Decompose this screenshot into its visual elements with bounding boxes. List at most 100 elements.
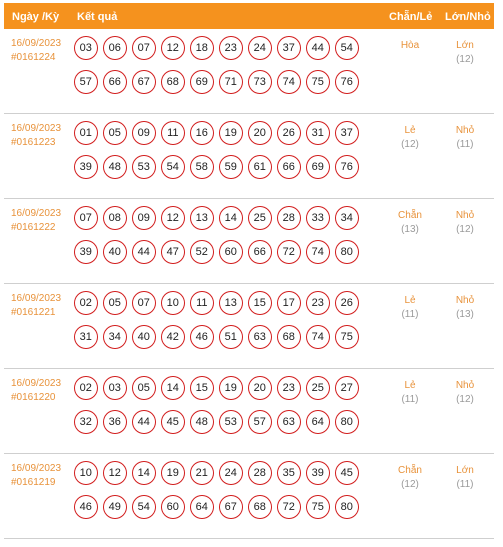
big-small-result: Nhỏ (12) [440,379,490,407]
number-ball: 47 [161,240,185,264]
number-ball: 57 [74,70,98,94]
number-ball: 28 [277,206,301,230]
number-ball: 09 [132,206,156,230]
number-ball: 46 [190,325,214,349]
table-row: 16/09/2023 #0161220 02 03 05 14 15 19 20 23 25 27 32… [4,369,494,454]
even-odd-label: Lẻ [404,380,416,391]
draw-info: 16/09/2023 #0161220 [11,377,61,405]
results-table-header: Ngày /Kỳ Kết quả Chẵn/Lẻ Lớn/Nhỏ [4,3,494,29]
number-ball: 26 [335,291,359,315]
ball-row: 57 66 67 68 69 71 73 74 75 76 [74,70,364,95]
number-ball: 13 [190,206,214,230]
even-odd-count: (11) [401,394,419,405]
result-balls: 03 06 07 12 18 23 24 37 44 54 57 66 67 68 69 71 73 74 75 76 [74,36,364,104]
big-small-count: (12) [456,224,474,235]
big-small-result: Lớn (12) [440,39,490,67]
number-ball: 61 [248,155,272,179]
number-ball: 54 [335,36,359,60]
even-odd-result: Chẵn (13) [385,209,435,237]
number-ball: 66 [248,240,272,264]
number-ball: 11 [190,291,214,315]
number-ball: 80 [335,240,359,264]
number-ball: 63 [277,410,301,434]
draw-number: #0161223 [11,137,56,148]
ball-row: 39 40 44 47 52 60 66 72 74 80 [74,240,364,265]
big-small-result: Nhỏ (12) [440,209,490,237]
number-ball: 15 [190,376,214,400]
draw-info: 16/09/2023 #0161222 [11,207,61,235]
number-ball: 07 [74,206,98,230]
number-ball: 67 [132,70,156,94]
number-ball: 24 [248,36,272,60]
ball-row: 31 34 40 42 46 51 63 68 74 75 [74,325,364,350]
number-ball: 23 [219,36,243,60]
even-odd-count: (12) [401,479,419,490]
number-ball: 71 [219,70,243,94]
even-odd-result: Chẵn (12) [385,464,435,492]
number-ball: 37 [335,121,359,145]
number-ball: 16 [190,121,214,145]
number-ball: 39 [74,240,98,264]
number-ball: 39 [74,155,98,179]
draw-info: 16/09/2023 #0161221 [11,292,61,320]
number-ball: 20 [248,376,272,400]
number-ball: 59 [219,155,243,179]
ball-row: 46 49 54 60 64 67 68 72 75 80 [74,495,364,520]
result-balls: 02 05 07 10 11 13 15 17 23 26 31 34 40 42 46 51 63 68 74 75 [74,291,364,359]
number-ball: 21 [190,461,214,485]
number-ball: 11 [161,121,185,145]
even-odd-count: (13) [401,224,419,235]
number-ball: 03 [103,376,127,400]
number-ball: 44 [132,240,156,264]
ball-row: 07 08 09 12 13 14 25 28 33 34 [74,206,364,231]
number-ball: 34 [335,206,359,230]
number-ball: 51 [219,325,243,349]
number-ball: 31 [306,121,330,145]
number-ball: 10 [161,291,185,315]
number-ball: 60 [219,240,243,264]
big-small-count: (11) [456,139,474,150]
number-ball: 37 [277,36,301,60]
number-ball: 14 [161,376,185,400]
number-ball: 19 [219,376,243,400]
table-row: 16/09/2023 #0161223 01 05 09 11 16 19 20 26 31 37 39… [4,114,494,199]
number-ball: 73 [248,70,272,94]
number-ball: 75 [306,70,330,94]
header-result: Kết quả [77,11,118,23]
result-balls: 10 12 14 19 21 24 28 35 39 45 46 49 54 60 64 67 68 72 75 80 [74,461,364,529]
big-small-label: Lớn [456,40,474,51]
draw-date: 16/09/2023 [11,38,62,49]
number-ball: 74 [277,70,301,94]
number-ball: 12 [161,36,185,60]
table-row: 16/09/2023 #0161221 02 05 07 10 11 13 15 17 23 26 31… [4,284,494,369]
number-ball: 20 [248,121,272,145]
even-odd-count: (12) [401,139,419,150]
result-balls: 07 08 09 12 13 14 25 28 33 34 39 40 44 47 52 60 66 72 74 80 [74,206,364,274]
number-ball: 35 [277,461,301,485]
number-ball: 68 [161,70,185,94]
big-small-count: (11) [456,479,474,490]
number-ball: 34 [103,325,127,349]
number-ball: 32 [74,410,98,434]
number-ball: 44 [132,410,156,434]
number-ball: 40 [103,240,127,264]
number-ball: 05 [103,291,127,315]
even-odd-label: Chẵn [398,210,422,221]
number-ball: 48 [103,155,127,179]
number-ball: 66 [277,155,301,179]
draw-date: 16/09/2023 [11,293,62,304]
number-ball: 01 [74,121,98,145]
header-big-small: Lớn/Nhỏ [445,11,491,23]
draw-number: #0161219 [11,477,56,488]
number-ball: 42 [161,325,185,349]
number-ball: 72 [277,240,301,264]
number-ball: 28 [248,461,272,485]
ball-row: 10 12 14 19 21 24 28 35 39 45 [74,461,364,486]
number-ball: 64 [306,410,330,434]
number-ball: 52 [190,240,214,264]
ball-row: 32 36 44 45 48 53 57 63 64 80 [74,410,364,435]
even-odd-result: Lẻ (12) [385,124,435,152]
number-ball: 03 [74,36,98,60]
number-ball: 63 [248,325,272,349]
big-small-label: Lớn [456,465,474,476]
